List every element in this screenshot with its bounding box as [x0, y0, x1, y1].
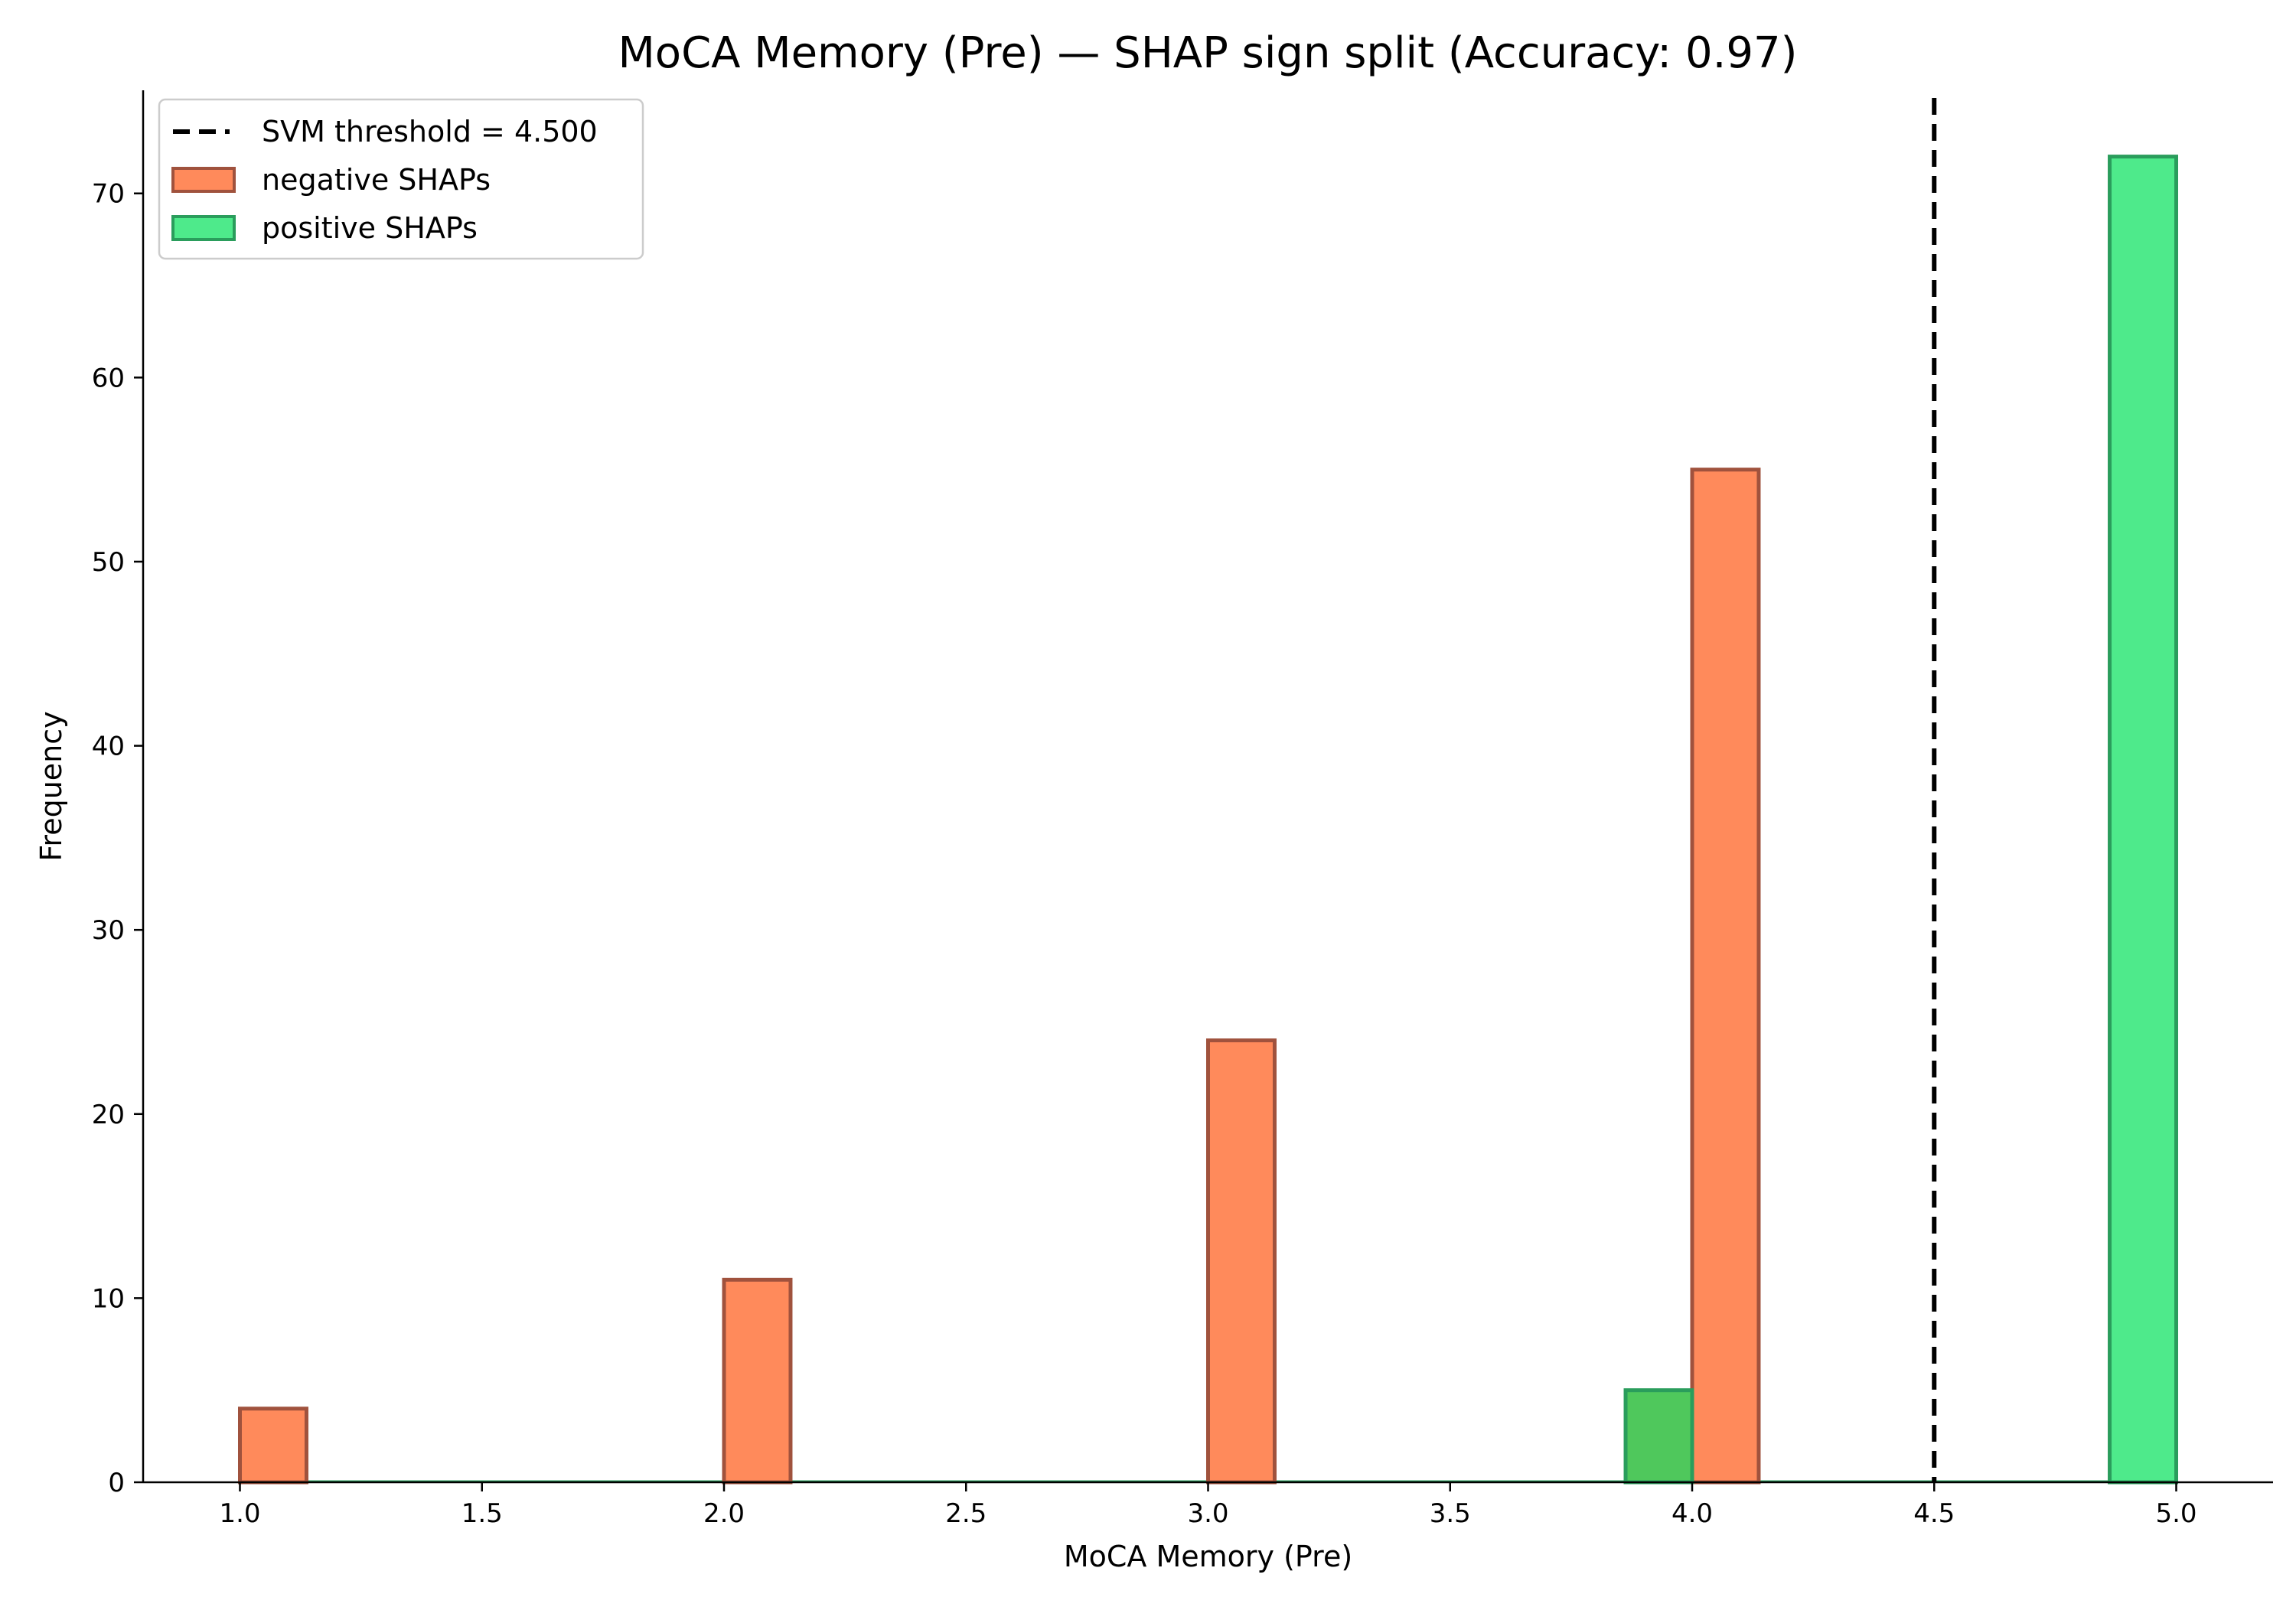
bars-layer [238, 155, 2178, 1485]
x-tick-label: 5.0 [2155, 1498, 2197, 1529]
negative-bar [238, 1407, 308, 1485]
positive-bar [1623, 1388, 1694, 1485]
negative-bar [1690, 468, 1761, 1485]
axes-layer: 1.0 1.5 2.0 2.5 3.0 3.5 4.0 4.5 5.0 0 10 20 30 40 50 60… [92, 90, 2273, 1529]
legend-negative-label: negative SHAPs [262, 163, 491, 197]
y-tick-label: 30 [92, 915, 125, 946]
legend-positive-swatch [171, 215, 236, 241]
y-axis-label: Frequency [34, 711, 68, 861]
x-tick-label: 1.0 [219, 1498, 260, 1529]
x-axis-label: MoCA Memory (Pre) [1064, 1540, 1352, 1573]
legend-negative-swatch [171, 167, 236, 193]
x-tick-label: 3.0 [1187, 1498, 1228, 1529]
positive-bar [2108, 155, 2178, 1485]
legend: SVM threshold = 4.500 negative SHAPs pos… [158, 98, 644, 260]
y-tick-label: 10 [92, 1283, 125, 1314]
x-tick-label: 4.5 [1913, 1498, 1955, 1529]
y-tick-label: 40 [92, 732, 125, 762]
x-tick-label: 3.5 [1430, 1498, 1471, 1529]
x-tick-label: 2.0 [703, 1498, 745, 1529]
y-tick-label: 70 [92, 179, 125, 210]
chart-title: MoCA Memory (Pre) — SHAP sign split (Acc… [618, 28, 1797, 78]
legend-positive-label: positive SHAPs [262, 211, 478, 245]
legend-frame [158, 98, 644, 260]
y-tick-label: 50 [92, 547, 125, 578]
legend-threshold-label: SVM threshold = 4.500 [262, 115, 598, 148]
y-tick-label: 0 [108, 1468, 125, 1498]
x-tick-label: 2.5 [945, 1498, 987, 1529]
negative-bar [1206, 1038, 1277, 1485]
y-tick-label: 20 [92, 1100, 125, 1130]
y-tick-label: 60 [92, 363, 125, 393]
x-tick-label: 4.0 [1671, 1498, 1713, 1529]
negative-bar [722, 1277, 793, 1485]
x-tick-label: 1.5 [461, 1498, 503, 1529]
